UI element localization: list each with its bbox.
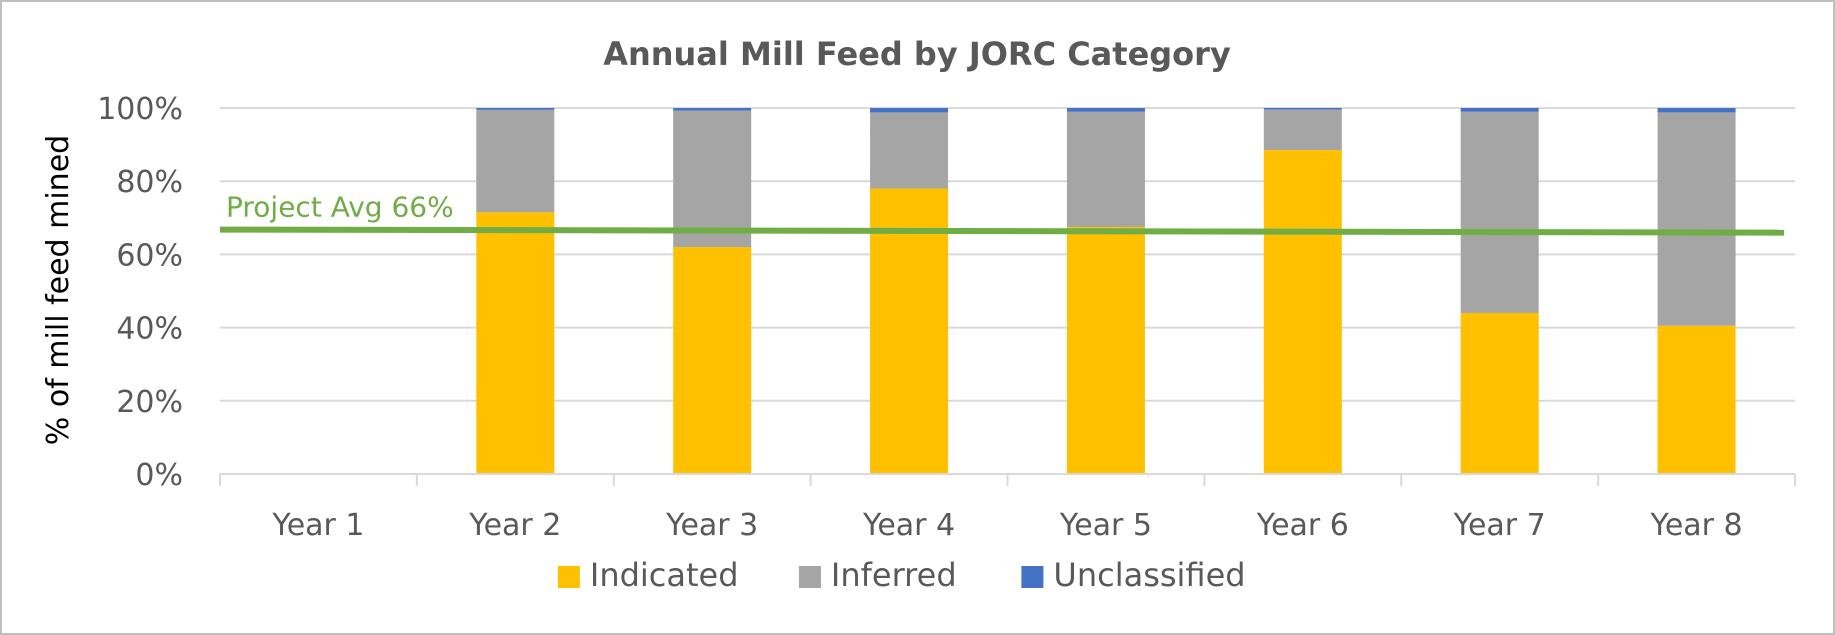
bar-indicated-year-5 — [1066, 226, 1145, 474]
project-average-line: Project Avg 66% — [219, 191, 1785, 236]
legend-label-indicated: Indicated — [590, 556, 739, 594]
bar-indicated-year-2 — [476, 212, 555, 474]
bar-inferred-year-6 — [1263, 109, 1342, 151]
bar-unclassified-year-3 — [673, 108, 752, 111]
bar-indicated-year-4 — [870, 188, 949, 474]
y-tick-label: 60% — [116, 238, 183, 273]
bar-indicated-year-8 — [1657, 325, 1736, 474]
bar-unclassified-year-5 — [1066, 108, 1145, 112]
chart-title: Annual Mill Feed by JORC Category — [603, 35, 1231, 73]
bar-inferred-year-2 — [476, 109, 555, 213]
y-axis-ticks: 0% 20% 40% 60% 80% 100% — [97, 92, 183, 493]
gridlines — [220, 107, 1795, 402]
x-tick-label: Year 1 — [271, 508, 364, 543]
bar-unclassified-year-4 — [870, 108, 949, 113]
legend-label-inferred: Inferred — [831, 556, 957, 594]
y-axis-label: % of mill feed mined — [41, 135, 76, 445]
bar-unclassified-year-6 — [1263, 108, 1342, 110]
y-tick-label: 100% — [97, 92, 183, 127]
legend-swatch-unclassified — [1021, 566, 1044, 588]
bar-inferred-year-5 — [1066, 111, 1145, 227]
y-tick-label: 80% — [116, 165, 183, 200]
x-tick-label: Year 6 — [1256, 508, 1349, 543]
legend-swatch-inferred — [798, 566, 821, 588]
x-tick-label: Year 4 — [862, 508, 955, 543]
y-tick-label: 20% — [116, 385, 183, 420]
bar-inferred-year-8 — [1657, 112, 1736, 326]
project-average-line-stroke — [219, 226, 1785, 236]
legend-swatch-indicated — [557, 566, 580, 588]
bar-inferred-year-7 — [1460, 111, 1539, 313]
bar-indicated-year-3 — [673, 247, 752, 474]
bars — [476, 108, 1736, 474]
x-tick-label: Year 2 — [468, 508, 561, 543]
y-tick-label: 0% — [135, 458, 183, 493]
bar-indicated-year-6 — [1263, 150, 1342, 474]
x-tick-label: Year 7 — [1453, 508, 1546, 543]
bar-indicated-year-7 — [1460, 312, 1539, 474]
bar-unclassified-year-8 — [1657, 108, 1736, 113]
legend: Indicated Inferred Unclassified — [557, 556, 1246, 594]
y-tick-label: 40% — [116, 312, 183, 347]
x-tick-label: Year 5 — [1059, 508, 1152, 543]
project-average-label: Project Avg 66% — [226, 191, 454, 224]
x-axis-ticks: Year 1 Year 2 Year 3 Year 4 Year 5 Year 6 Year… — [271, 508, 1742, 543]
x-axis — [219, 473, 1796, 486]
bar-inferred-year-4 — [870, 112, 949, 189]
legend-label-unclassified: Unclassified — [1053, 556, 1245, 594]
x-tick-label: Year 8 — [1649, 508, 1742, 543]
bar-unclassified-year-7 — [1460, 108, 1539, 112]
x-tick-label: Year 3 — [665, 508, 758, 543]
bar-unclassified-year-2 — [476, 108, 555, 110]
bar-inferred-year-3 — [673, 110, 752, 248]
